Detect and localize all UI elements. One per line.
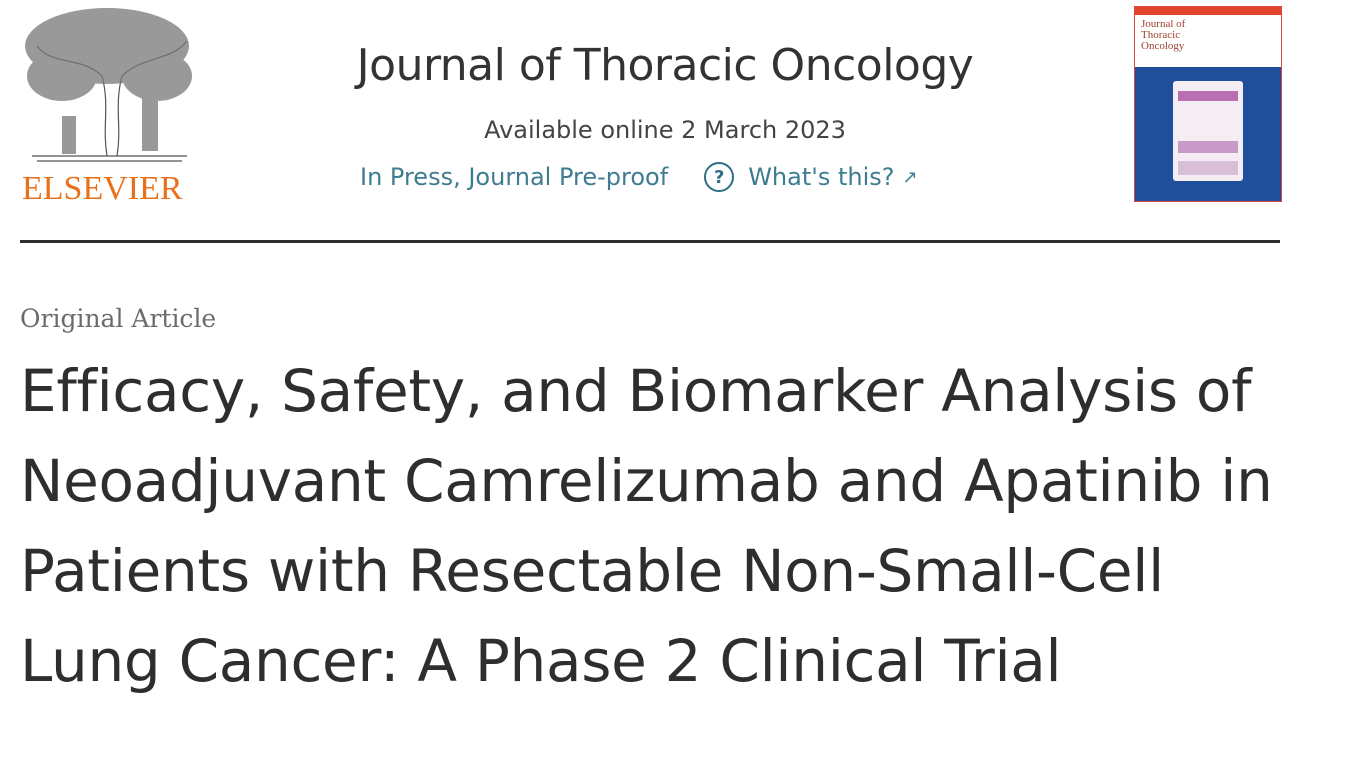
journal-title[interactable]: Journal of Thoracic Oncology [356,40,974,91]
publication-status-link[interactable]: In Press, Journal Pre-proof [360,163,669,191]
cover-title: Journal of Thoracic Oncology [1141,18,1186,52]
question-circle-icon[interactable]: ? [704,162,735,192]
publication-status-bar: In Press, Journal Pre-proof ? What's thi… [360,162,918,192]
available-online-date: Available online 2 March 2023 [484,116,846,144]
journal-cover-image[interactable]: Journal of Thoracic Oncology [1134,6,1282,202]
cover-illustration [1173,81,1243,181]
elsevier-wordmark: ELSEVIER [22,170,183,207]
external-link-icon: ↗ [902,166,918,188]
whats-this-link[interactable]: What's this? [748,163,895,191]
article-title: Efficacy, Safety, and Biomarker Analysis… [20,357,1273,695]
elsevier-logo[interactable]: ELSEVIER [20,6,198,207]
elsevier-tree-icon [25,8,192,162]
article-type: Original Article [20,304,217,333]
header-divider [20,240,1280,243]
